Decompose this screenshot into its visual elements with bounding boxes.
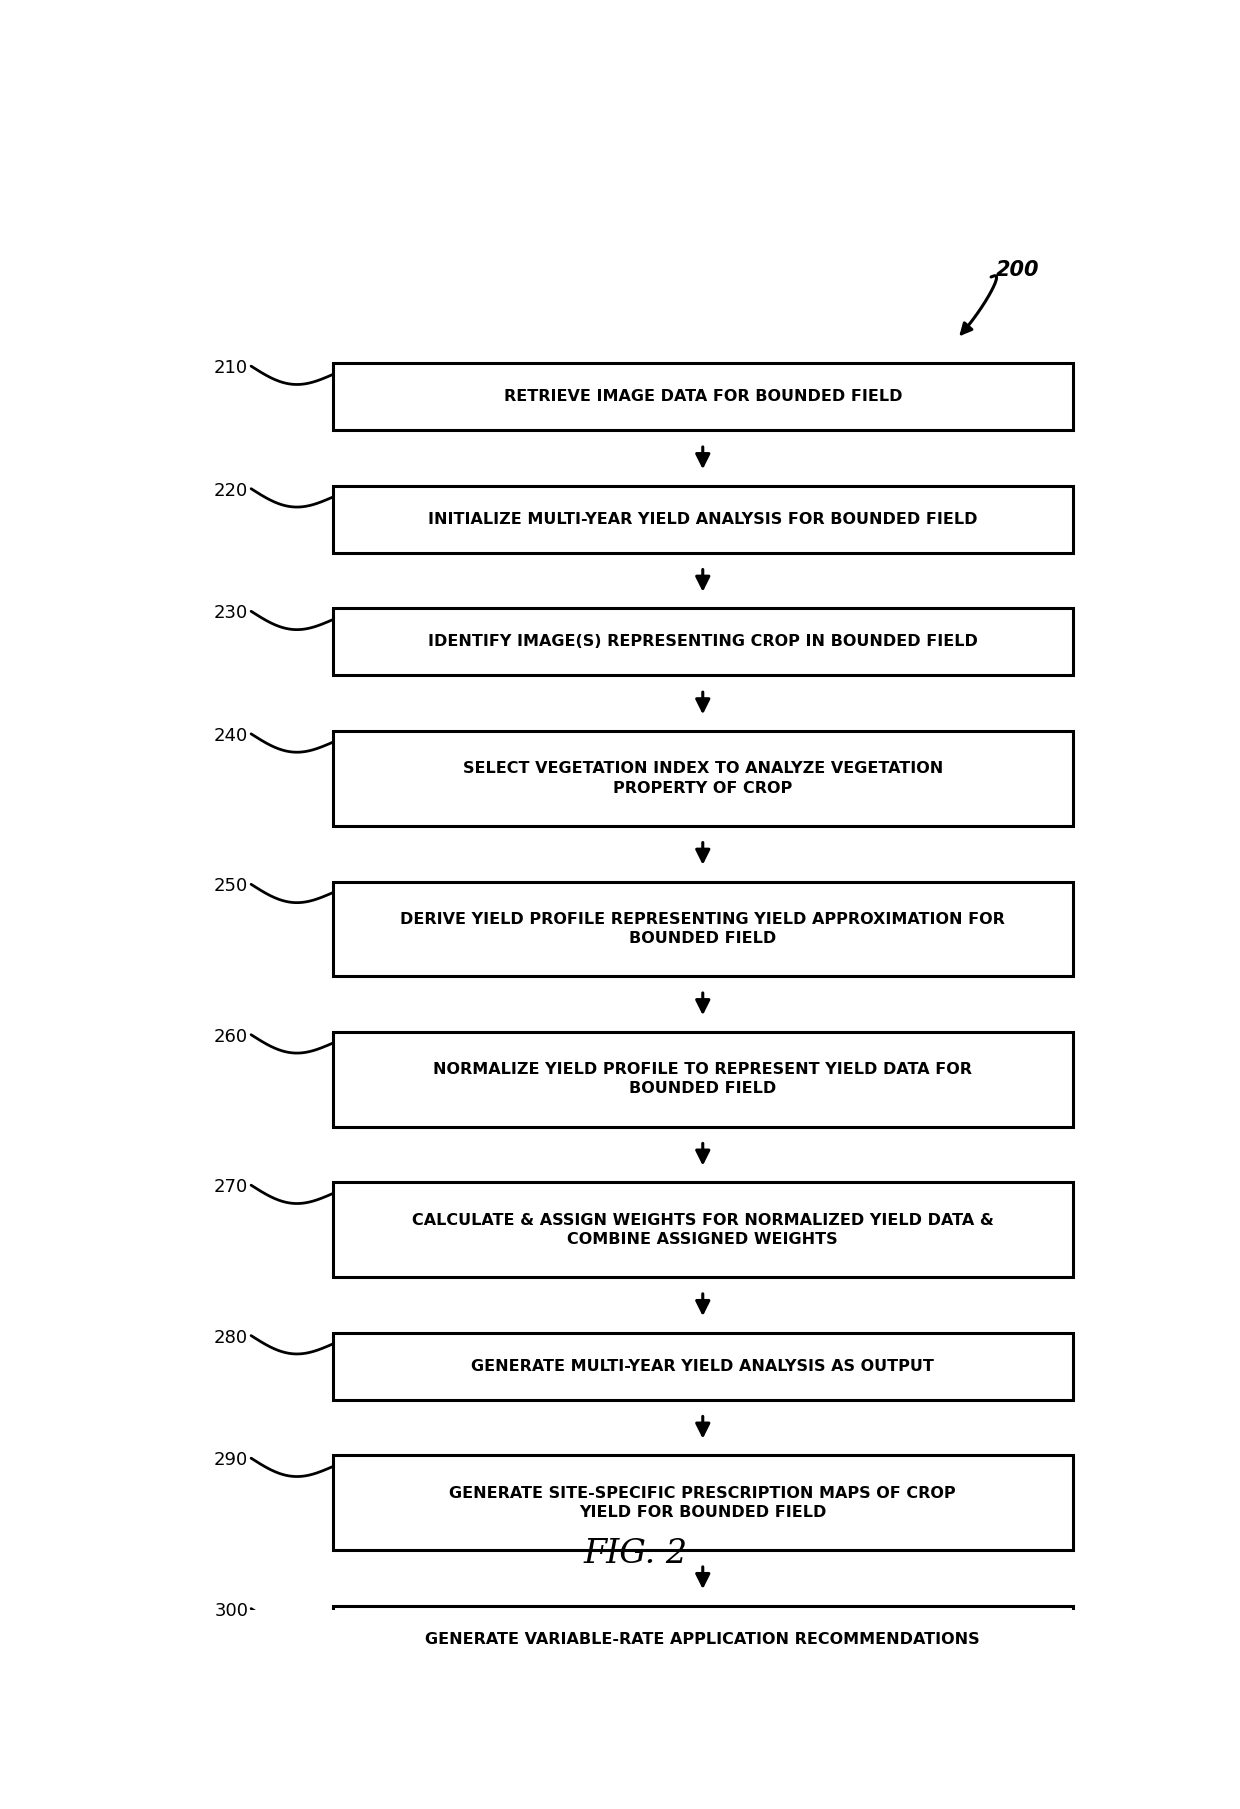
Text: IDENTIFY IMAGE(S) REPRESENTING CROP IN BOUNDED FIELD: IDENTIFY IMAGE(S) REPRESENTING CROP IN B… (428, 635, 977, 649)
Text: 210: 210 (215, 360, 248, 376)
Text: 240: 240 (215, 727, 248, 745)
Text: 280: 280 (215, 1328, 248, 1346)
Text: INITIALIZE MULTI-YEAR YIELD ANALYSIS FOR BOUNDED FIELD: INITIALIZE MULTI-YEAR YIELD ANALYSIS FOR… (428, 512, 977, 526)
Text: NORMALIZE YIELD PROFILE TO REPRESENT YIELD DATA FOR
BOUNDED FIELD: NORMALIZE YIELD PROFILE TO REPRESENT YIE… (433, 1062, 972, 1096)
Text: 220: 220 (215, 481, 248, 499)
Text: GENERATE MULTI-YEAR YIELD ANALYSIS AS OUTPUT: GENERATE MULTI-YEAR YIELD ANALYSIS AS OU… (471, 1359, 934, 1373)
FancyBboxPatch shape (332, 1183, 1073, 1277)
Text: GENERATE VARIABLE-RATE APPLICATION RECOMMENDATIONS: GENERATE VARIABLE-RATE APPLICATION RECOM… (425, 1632, 980, 1646)
FancyBboxPatch shape (332, 1606, 1073, 1673)
Text: CALCULATE & ASSIGN WEIGHTS FOR NORMALIZED YIELD DATA &
COMBINE ASSIGNED WEIGHTS: CALCULATE & ASSIGN WEIGHTS FOR NORMALIZE… (412, 1212, 993, 1246)
Text: 290: 290 (215, 1451, 248, 1469)
Text: 250: 250 (215, 877, 248, 895)
Text: 260: 260 (215, 1028, 248, 1046)
Text: 230: 230 (215, 604, 248, 622)
FancyBboxPatch shape (332, 608, 1073, 675)
FancyBboxPatch shape (332, 1031, 1073, 1127)
Text: 300: 300 (215, 1601, 248, 1619)
Text: GENERATE SITE-SPECIFIC PRESCRIPTION MAPS OF CROP
YIELD FOR BOUNDED FIELD: GENERATE SITE-SPECIFIC PRESCRIPTION MAPS… (449, 1485, 956, 1520)
FancyBboxPatch shape (332, 881, 1073, 977)
FancyBboxPatch shape (332, 731, 1073, 825)
FancyBboxPatch shape (332, 487, 1073, 554)
FancyBboxPatch shape (332, 1456, 1073, 1550)
Text: RETRIEVE IMAGE DATA FOR BOUNDED FIELD: RETRIEVE IMAGE DATA FOR BOUNDED FIELD (503, 389, 901, 403)
Text: FIG. 2: FIG. 2 (584, 1538, 687, 1570)
Text: SELECT VEGETATION INDEX TO ANALYZE VEGETATION
PROPERTY OF CROP: SELECT VEGETATION INDEX TO ANALYZE VEGET… (463, 762, 942, 796)
Text: DERIVE YIELD PROFILE REPRESENTING YIELD APPROXIMATION FOR
BOUNDED FIELD: DERIVE YIELD PROFILE REPRESENTING YIELD … (401, 912, 1006, 946)
FancyBboxPatch shape (332, 364, 1073, 431)
Text: 270: 270 (215, 1178, 248, 1196)
FancyBboxPatch shape (332, 1333, 1073, 1400)
Text: 200: 200 (996, 260, 1039, 280)
